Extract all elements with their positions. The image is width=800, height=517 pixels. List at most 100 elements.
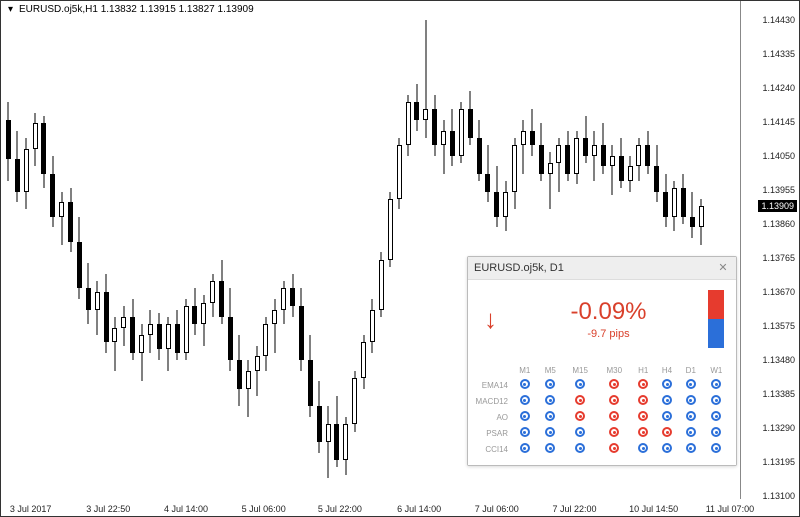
signal-dot — [575, 379, 585, 389]
candle — [645, 131, 650, 174]
x-tick: 10 Jul 14:50 — [629, 504, 678, 514]
signal-dot — [711, 411, 721, 421]
y-tick: 1.13860 — [762, 219, 795, 229]
tf-header: M5 — [538, 364, 564, 377]
indicator-label: MACD12 — [474, 393, 512, 409]
candle — [636, 138, 641, 181]
x-axis: 3 Jul 20173 Jul 22:504 Jul 14:005 Jul 06… — [1, 498, 741, 516]
candle — [33, 113, 38, 167]
candle — [494, 166, 499, 227]
candle — [77, 217, 82, 299]
candle — [41, 116, 46, 188]
y-tick: 1.14335 — [762, 49, 795, 59]
candle — [485, 145, 490, 202]
signal-dot — [575, 411, 585, 421]
indicator-row: EMA14 — [474, 377, 730, 393]
indicator-label: PSAR — [474, 425, 512, 441]
candle — [317, 381, 322, 453]
candle — [326, 406, 331, 478]
panel-title: EURUSD.oj5k, D1 — [474, 262, 716, 274]
candle — [299, 288, 304, 370]
candle — [432, 95, 437, 156]
candle — [50, 156, 55, 228]
indicator-panel[interactable]: EURUSD.oj5k, D1 ✕ ↓ -0.09% -9.7 pips M1M… — [467, 256, 737, 466]
candle — [370, 299, 375, 353]
signal-dot — [686, 411, 696, 421]
candle — [592, 131, 597, 181]
indicator-grid: M1M5M15M30H1H4D1W1EMA14MACD12AOPSARCCI14 — [468, 360, 736, 465]
y-tick: 1.13670 — [762, 287, 795, 297]
candle — [512, 138, 517, 210]
signal-dot — [520, 379, 530, 389]
signal-dot — [686, 379, 696, 389]
signal-dot — [638, 427, 648, 437]
candle — [477, 120, 482, 181]
x-tick: 7 Jul 06:00 — [475, 504, 519, 514]
candle — [556, 138, 561, 192]
signal-dot — [638, 379, 648, 389]
y-tick: 1.14430 — [762, 15, 795, 25]
signal-dot — [686, 395, 696, 405]
candle — [95, 281, 100, 335]
x-tick: 11 Jul 07:00 — [706, 504, 754, 514]
signal-dot — [711, 395, 721, 405]
candle — [139, 324, 144, 381]
y-tick: 1.13955 — [762, 185, 795, 195]
candle — [24, 138, 29, 210]
signal-dot — [520, 395, 530, 405]
candle — [406, 95, 411, 156]
x-tick: 7 Jul 22:00 — [552, 504, 596, 514]
y-tick: 1.13575 — [762, 321, 795, 331]
candle — [210, 274, 215, 317]
x-tick: 6 Jul 14:00 — [397, 504, 441, 514]
candle — [397, 138, 402, 210]
indicator-row: CCI14 — [474, 441, 730, 457]
close-icon[interactable]: ✕ — [716, 261, 730, 275]
candle — [343, 417, 348, 474]
signal-dot — [638, 411, 648, 421]
signal-dot — [545, 427, 555, 437]
candle — [175, 310, 180, 360]
candle — [263, 317, 268, 371]
change-percent: -0.09% — [509, 298, 708, 326]
signal-dot — [520, 411, 530, 421]
y-tick: 1.13195 — [762, 457, 795, 467]
y-tick: 1.13480 — [762, 355, 795, 365]
candle — [246, 360, 251, 417]
range-bar — [708, 290, 724, 348]
candle — [86, 263, 91, 324]
signal-dot — [545, 379, 555, 389]
candle — [361, 335, 366, 389]
y-tick: 1.13100 — [762, 491, 795, 501]
tf-header: M30 — [597, 364, 631, 377]
candle — [672, 181, 677, 231]
indicator-label: AO — [474, 409, 512, 425]
candle — [104, 274, 109, 353]
x-tick: 3 Jul 2017 — [10, 504, 52, 514]
x-tick: 5 Jul 22:00 — [318, 504, 362, 514]
candle — [699, 199, 704, 246]
signal-dot — [662, 443, 672, 453]
indicator-label: CCI14 — [474, 441, 512, 457]
candle — [583, 116, 588, 163]
candle — [334, 396, 339, 468]
tf-header: H4 — [655, 364, 679, 377]
y-tick: 1.14240 — [762, 83, 795, 93]
candle — [148, 310, 153, 353]
indicator-label: EMA14 — [474, 377, 512, 393]
candle — [184, 299, 189, 360]
y-axis: 1.144301.143351.142401.141451.140501.139… — [740, 1, 799, 499]
signal-dot — [545, 395, 555, 405]
signal-dot — [711, 427, 721, 437]
signal-dot — [575, 395, 585, 405]
candle — [530, 109, 535, 156]
candle — [192, 288, 197, 335]
y-tick: 1.13385 — [762, 389, 795, 399]
candle — [272, 299, 277, 353]
candle — [450, 109, 455, 166]
signal-dot — [545, 411, 555, 421]
signal-dot — [609, 395, 619, 405]
signal-dot — [609, 443, 619, 453]
tf-header: H1 — [631, 364, 655, 377]
candle — [6, 102, 11, 181]
